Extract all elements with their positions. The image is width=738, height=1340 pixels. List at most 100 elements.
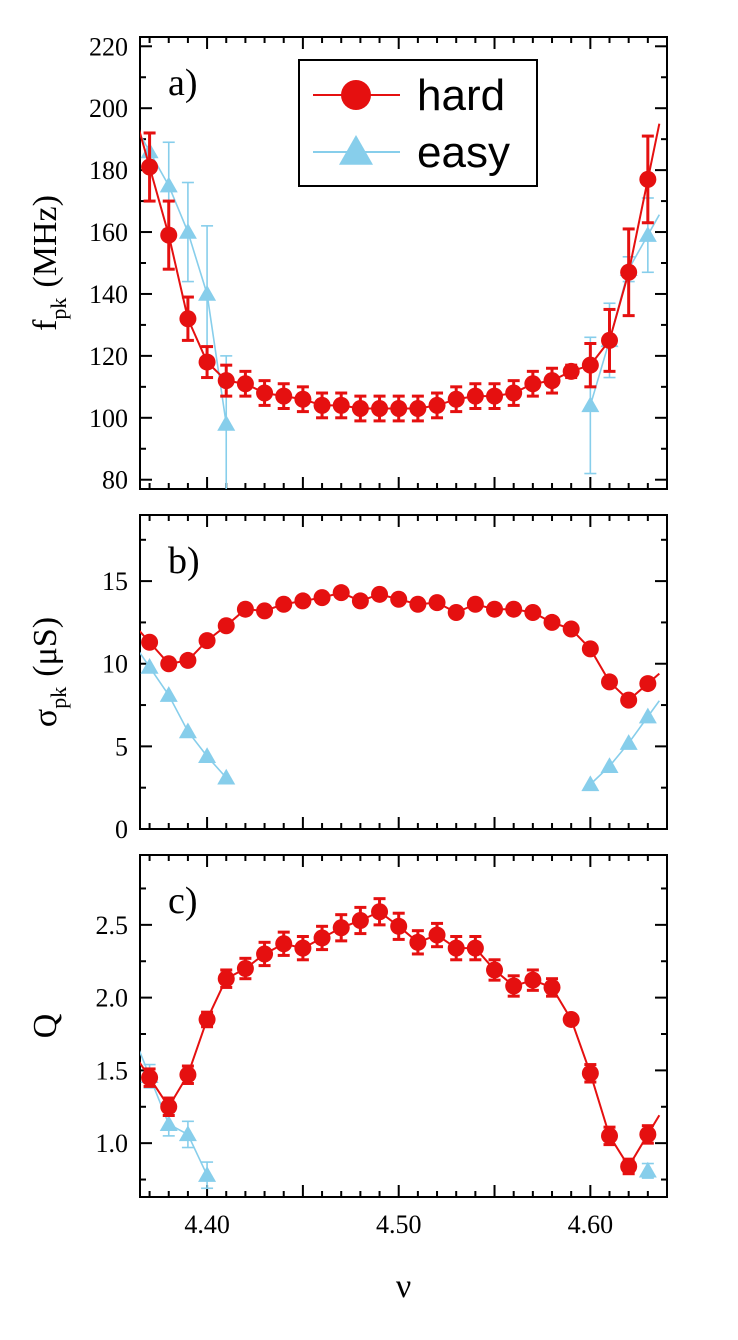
y-tick-label: 1.0	[96, 1129, 129, 1158]
data-point-easy	[140, 658, 159, 674]
data-point-hard	[313, 929, 331, 947]
data-point-hard	[294, 390, 312, 408]
data-point-hard	[256, 602, 274, 620]
y-tick-label: 1.5	[96, 1056, 129, 1085]
data-point-hard	[275, 935, 293, 953]
data-point-hard	[217, 617, 235, 635]
data-point-hard	[217, 970, 235, 988]
data-point-hard	[524, 375, 542, 393]
data-point-easy	[159, 176, 178, 193]
data-point-hard	[428, 396, 446, 414]
data-point-hard	[486, 387, 504, 405]
data-point-hard	[351, 592, 369, 610]
data-point-hard	[313, 589, 331, 607]
panel-label: b)	[168, 540, 200, 582]
data-point-easy	[159, 1115, 178, 1131]
data-point-hard	[409, 595, 427, 613]
data-point-hard	[505, 977, 523, 995]
y-tick-label: 2.0	[96, 984, 129, 1013]
y-tick-label: 5	[115, 732, 128, 761]
data-point-hard	[390, 917, 408, 935]
data-point-hard	[141, 158, 159, 176]
data-point-hard	[447, 390, 465, 408]
data-point-hard	[160, 1098, 178, 1116]
plot-frame	[139, 854, 668, 1198]
data-point-easy	[198, 284, 217, 301]
data-point-easy	[638, 707, 657, 724]
legend-label-hard: hard	[417, 71, 505, 120]
data-point-hard	[294, 592, 312, 610]
data-point-hard	[371, 585, 389, 603]
y-tick-label: 2.5	[96, 911, 129, 940]
data-point-hard	[428, 926, 446, 944]
y-tick-label: 200	[89, 94, 128, 123]
series-line-easy	[148, 1075, 208, 1176]
data-point-hard	[639, 1125, 657, 1143]
data-point-hard	[562, 1010, 580, 1028]
data-point-hard	[313, 396, 331, 414]
x-tick-label: 4.50	[376, 1210, 422, 1239]
data-point-hard	[543, 372, 561, 390]
data-point-hard	[620, 691, 638, 709]
data-point-hard	[428, 594, 446, 612]
data-layer	[140, 584, 660, 792]
y-tick-label: 0	[115, 815, 128, 844]
panel-label: c)	[168, 880, 198, 922]
data-point-hard	[620, 263, 638, 281]
series-line-hard	[148, 591, 649, 702]
data-point-hard	[179, 651, 197, 669]
data-point-easy	[581, 775, 600, 792]
data-point-hard	[409, 400, 427, 418]
y-tick-label: 80	[102, 466, 128, 495]
data-point-hard	[466, 939, 484, 957]
data-point-hard	[447, 604, 465, 622]
data-point-hard	[351, 911, 369, 929]
series-easy	[140, 651, 660, 792]
legend: hard easy	[298, 59, 538, 187]
y-axis-title: σpk(μS)	[27, 617, 71, 727]
data-point-easy	[217, 414, 236, 431]
data-point-hard	[505, 600, 523, 618]
y-tick-label: 220	[89, 32, 128, 61]
data-point-easy	[600, 757, 619, 773]
data-point-hard	[179, 310, 197, 328]
data-point-hard	[581, 1064, 599, 1082]
data-point-hard	[505, 384, 523, 402]
data-point-hard	[620, 1157, 638, 1175]
data-point-hard	[581, 356, 599, 374]
data-point-easy	[178, 1125, 197, 1142]
data-point-hard	[236, 375, 254, 393]
legend-box	[298, 59, 538, 187]
data-point-easy	[198, 1166, 217, 1182]
data-point-hard	[543, 613, 561, 631]
data-point-hard	[141, 1069, 159, 1087]
data-point-hard	[179, 1066, 197, 1084]
series-line-easy	[589, 716, 649, 785]
series-line-easy	[589, 234, 649, 406]
legend-marker-hard	[341, 80, 371, 110]
data-point-hard	[256, 945, 274, 963]
data-point-hard	[466, 595, 484, 613]
x-tick-label: 4.40	[184, 1210, 230, 1239]
data-point-hard	[562, 362, 580, 380]
data-point-easy	[638, 1161, 657, 1178]
data-point-hard	[543, 978, 561, 996]
data-point-hard	[236, 600, 254, 618]
data-layer	[140, 123, 661, 489]
data-point-hard	[486, 600, 504, 618]
plot-frame	[139, 514, 668, 830]
data-point-hard	[486, 961, 504, 979]
data-point-hard	[524, 971, 542, 989]
series-line-hard	[646, 123, 661, 180]
data-point-hard	[409, 933, 427, 951]
data-point-hard	[294, 939, 312, 957]
x-axis-title: ν	[396, 1268, 411, 1305]
data-point-hard	[390, 400, 408, 418]
data-point-hard	[256, 384, 274, 402]
data-point-hard	[160, 655, 178, 673]
panel-b: 0 5 10 15 σpk(μS) b)	[27, 514, 668, 844]
data-point-hard	[562, 620, 580, 638]
data-point-hard	[198, 632, 216, 650]
series-hard	[140, 897, 661, 1176]
